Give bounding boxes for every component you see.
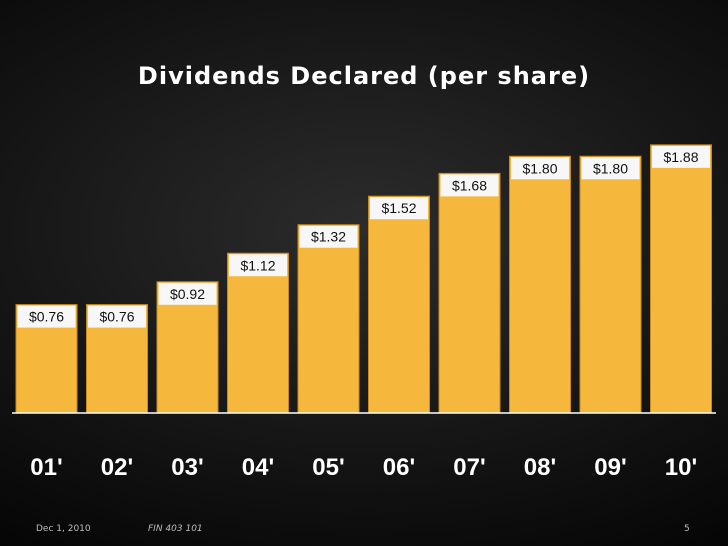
x-tick-label: 06' xyxy=(383,454,415,481)
data-label: $1.80 xyxy=(522,160,557,176)
data-label-box xyxy=(17,305,76,328)
data-label: $1.52 xyxy=(381,200,416,216)
data-label-box xyxy=(511,157,569,180)
x-tick-label: 10' xyxy=(665,454,697,481)
data-label-box xyxy=(229,254,287,277)
data-label: $0.76 xyxy=(29,309,64,325)
data-label: $1.32 xyxy=(311,229,346,245)
bar-08 xyxy=(509,155,571,414)
data-label-box xyxy=(581,157,640,180)
data-label-box xyxy=(88,305,146,328)
x-tick-label: 03' xyxy=(171,454,203,481)
footer-date: Dec 1, 2010 xyxy=(36,524,91,534)
data-label: $0.92 xyxy=(170,286,205,302)
data-label-box xyxy=(158,282,217,305)
bar-10 xyxy=(650,144,712,414)
x-tick-label: 05' xyxy=(312,454,344,481)
x-tick-label: 02' xyxy=(101,454,133,481)
bar-04 xyxy=(227,252,289,414)
x-tick-label: 01' xyxy=(30,454,62,481)
x-tick-label: 09' xyxy=(594,454,626,481)
footer-course: FIN 403 101 xyxy=(148,524,203,534)
footer-page-number: 5 xyxy=(684,524,690,534)
data-label-box xyxy=(299,225,358,248)
bar-07 xyxy=(438,172,501,414)
x-tick-label: 08' xyxy=(524,454,556,481)
data-label: $1.88 xyxy=(663,149,698,165)
bar-09 xyxy=(579,155,642,414)
data-label: $0.76 xyxy=(99,309,134,325)
data-label: $1.80 xyxy=(593,160,628,176)
x-tick-label: 07' xyxy=(453,454,485,481)
data-label-box xyxy=(440,174,499,197)
x-tick-label: 04' xyxy=(242,454,274,481)
data-label: $1.68 xyxy=(452,177,487,193)
bar-05 xyxy=(297,224,360,414)
data-label-box xyxy=(652,145,710,168)
data-label-box xyxy=(370,197,428,220)
bar-06 xyxy=(368,195,430,414)
data-label: $1.12 xyxy=(240,257,275,273)
chart-title: Dividends Declared (per share) xyxy=(137,62,591,90)
